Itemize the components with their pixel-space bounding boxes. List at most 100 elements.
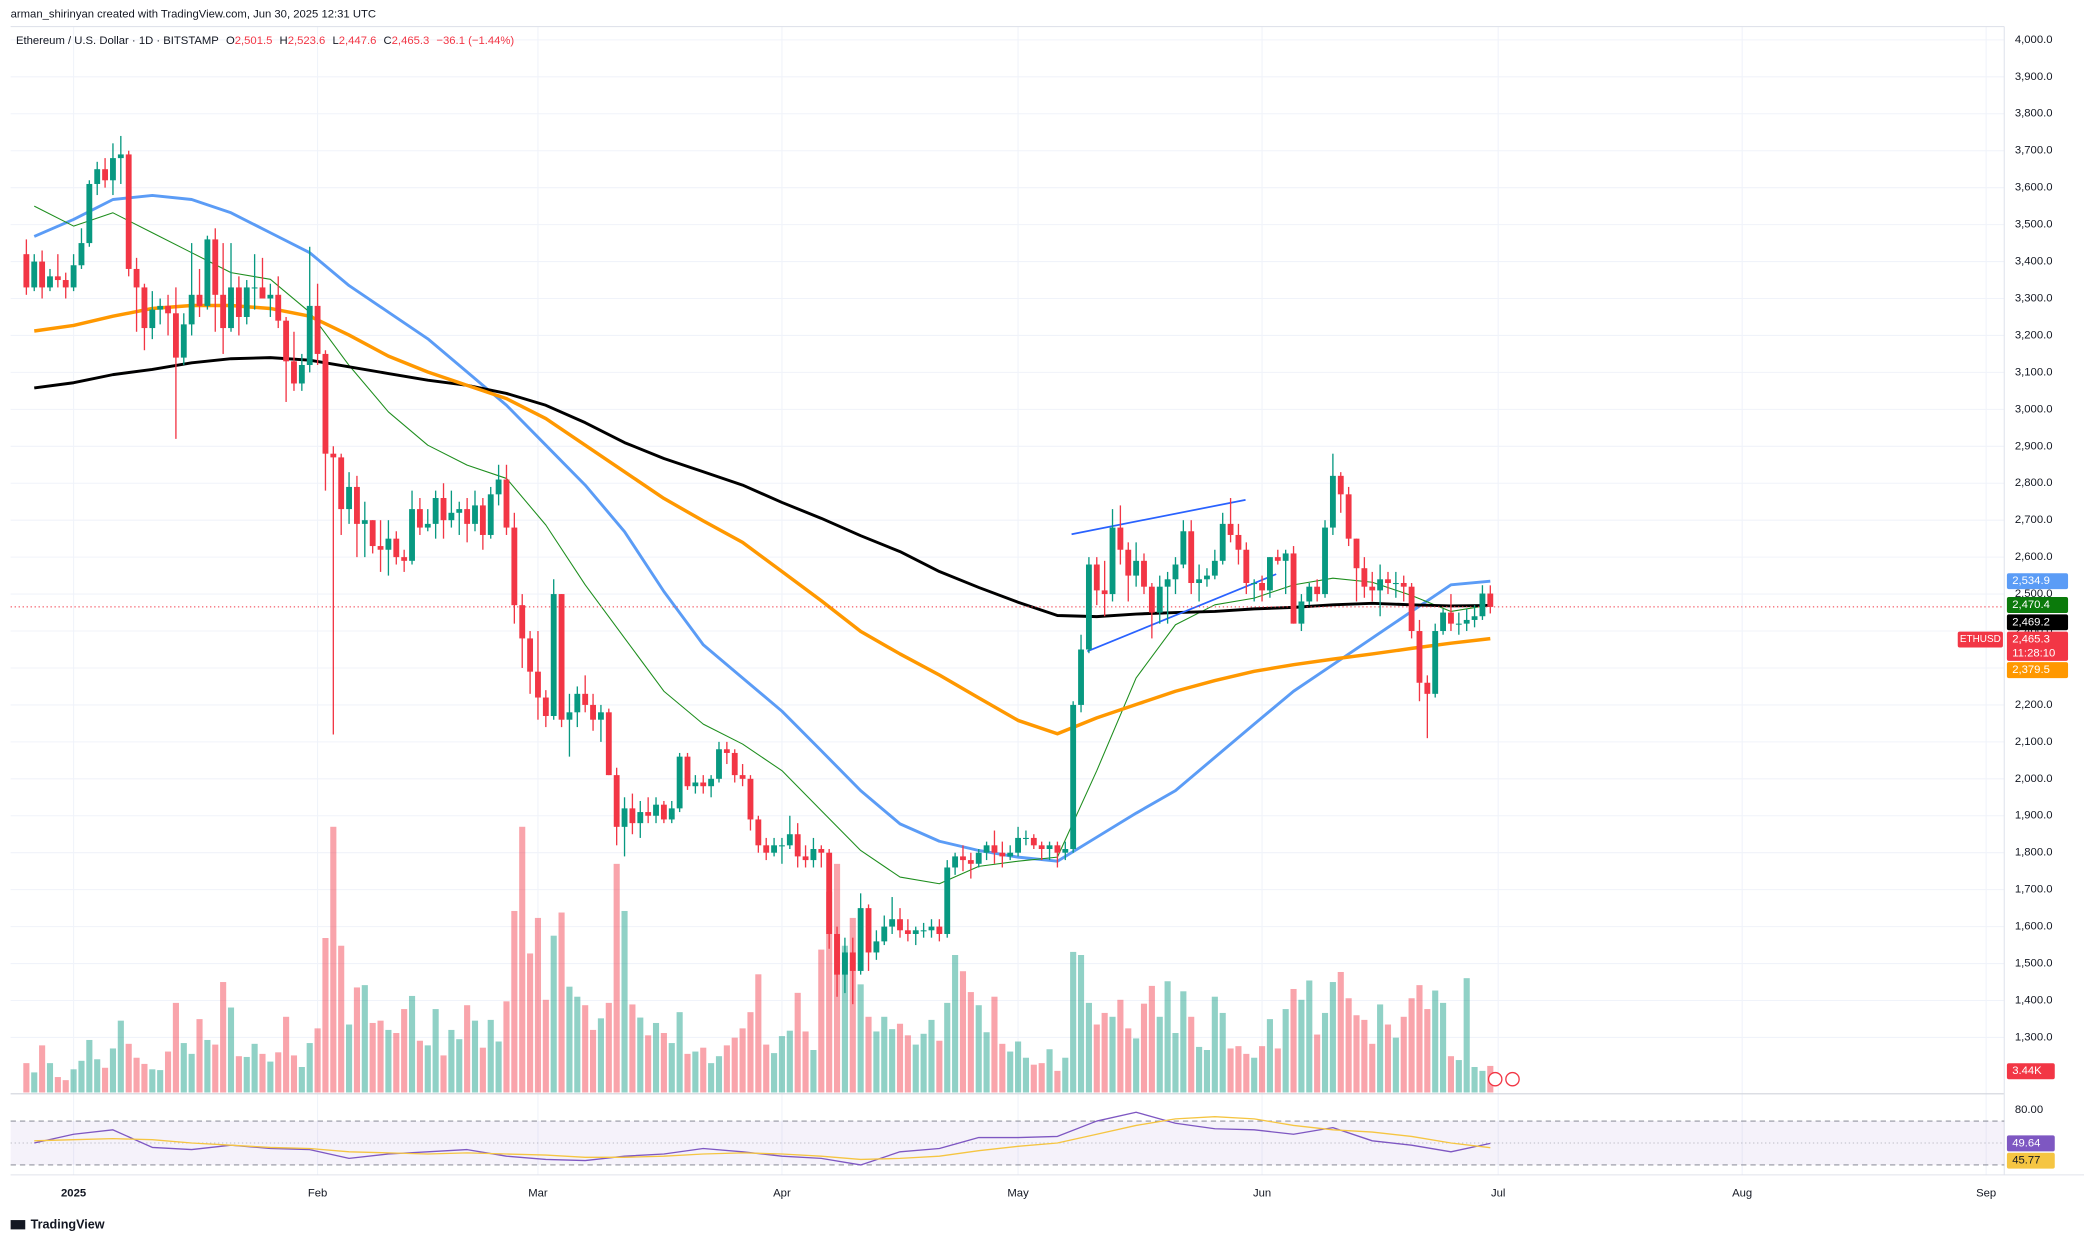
candle-body	[660, 804, 667, 820]
candle-body	[291, 361, 297, 384]
volume-bar	[70, 1069, 77, 1093]
volume-bar	[920, 1033, 927, 1093]
x-tick-label: Feb	[308, 1187, 327, 1199]
author-line: arman_shirinyan created with TradingView…	[11, 9, 376, 21]
candle-body	[590, 704, 596, 720]
candle-body	[165, 305, 171, 314]
symbol-badge	[1957, 631, 2003, 648]
candle-body	[1015, 837, 1021, 853]
volume-bar	[196, 1019, 203, 1093]
x-tick-label: Apr	[773, 1187, 791, 1199]
volume-bar	[668, 1043, 675, 1093]
volume-bar	[306, 1043, 313, 1093]
candle-body	[700, 782, 707, 787]
candle-body	[110, 158, 116, 181]
volume-bar	[684, 1053, 691, 1093]
volume-bar	[1424, 1009, 1431, 1093]
volume-bar	[1369, 1043, 1376, 1093]
symbol: Ethereum / U.S. Dollar · 1D · BITSTAMP	[16, 35, 219, 47]
volume-bar	[125, 1043, 132, 1093]
candle-body	[1093, 564, 1100, 591]
candle-body	[78, 243, 85, 266]
candle-body	[1290, 553, 1297, 624]
candle-body	[1164, 579, 1171, 587]
volume-bar	[810, 1050, 817, 1093]
change: −36.1 (−1.44%)	[436, 35, 514, 47]
volume-bar	[660, 1033, 667, 1093]
candle-body	[23, 254, 30, 288]
volume-bar	[361, 985, 368, 1093]
moving-average	[34, 205, 1491, 885]
event-icon[interactable]	[1505, 1071, 1520, 1087]
trend-line	[1087, 573, 1277, 653]
candle-body	[393, 538, 400, 558]
candle-body	[1337, 475, 1344, 495]
volume-bar	[574, 996, 581, 1093]
candle-body	[409, 509, 415, 561]
x-tick-label: 2025	[61, 1187, 86, 1199]
candle-body	[535, 671, 541, 698]
candle-body	[1196, 579, 1203, 583]
volume-bar	[23, 1063, 30, 1093]
candle-body	[228, 287, 234, 329]
volume-bar	[1164, 981, 1171, 1093]
candle-body	[1282, 553, 1289, 561]
candle-body	[172, 313, 179, 358]
volume-bar	[275, 1052, 282, 1093]
candle-body	[1416, 631, 1423, 683]
volume-bar	[1030, 1064, 1037, 1093]
ohlc-value: 2,465.3	[392, 35, 430, 47]
candle-body	[267, 294, 274, 299]
ohlc-key: C	[384, 35, 392, 47]
candle-body	[1251, 582, 1258, 585]
candle-body	[841, 952, 848, 975]
candle-body	[952, 856, 959, 868]
volume-bar	[267, 1061, 274, 1093]
volume-bar	[723, 1045, 730, 1093]
volume-bar	[1377, 1004, 1384, 1093]
candle-body	[1400, 582, 1407, 587]
volume-bar	[1321, 1012, 1329, 1093]
candle-body	[1148, 586, 1155, 613]
volume-bar	[621, 910, 628, 1093]
volume-bar	[605, 1002, 612, 1093]
candle-body	[629, 808, 636, 824]
volume-bar	[857, 984, 864, 1093]
volume-bar	[172, 1002, 179, 1093]
candle-body	[188, 294, 195, 325]
candle-body	[1243, 549, 1250, 583]
volume-bar	[1109, 1016, 1116, 1093]
candle-body	[983, 845, 990, 853]
candle-body	[975, 852, 982, 864]
candle-body	[794, 834, 801, 857]
volume-bar	[401, 1009, 408, 1093]
y-tick-label: 2,700.0	[2015, 514, 2053, 526]
volume-bar	[534, 917, 542, 1093]
volume-bar	[1070, 951, 1077, 1093]
volume-bar	[1140, 1003, 1148, 1093]
volume-bar	[849, 917, 856, 1093]
ohlc-value: 2,447.6	[339, 35, 377, 47]
y-tick-label: 3,600.0	[2015, 182, 2053, 194]
candle-body	[102, 169, 109, 181]
event-icon[interactable]	[1487, 1071, 1503, 1087]
candle-body	[440, 498, 447, 521]
volume-bar	[1077, 955, 1085, 1093]
volume-bar	[1038, 1063, 1045, 1093]
volume-bar	[542, 999, 549, 1093]
candle-body	[755, 819, 762, 846]
volume-bar	[338, 945, 345, 1093]
candle-body	[1117, 527, 1124, 550]
price-badge-label: 2,534.9	[2012, 575, 2050, 587]
candle-body	[904, 930, 911, 934]
volume-bar	[1455, 1060, 1462, 1093]
volume-bar	[1180, 991, 1187, 1093]
volume-bar	[503, 1001, 510, 1093]
candle-body	[566, 712, 573, 720]
candle-body	[1141, 560, 1147, 587]
rsi-layer: 80.00	[10, 1104, 2043, 1166]
volume-bar	[983, 1032, 990, 1093]
volume-bar	[1015, 1041, 1022, 1093]
volume-bar	[558, 912, 565, 1093]
volume-bar	[330, 826, 337, 1093]
